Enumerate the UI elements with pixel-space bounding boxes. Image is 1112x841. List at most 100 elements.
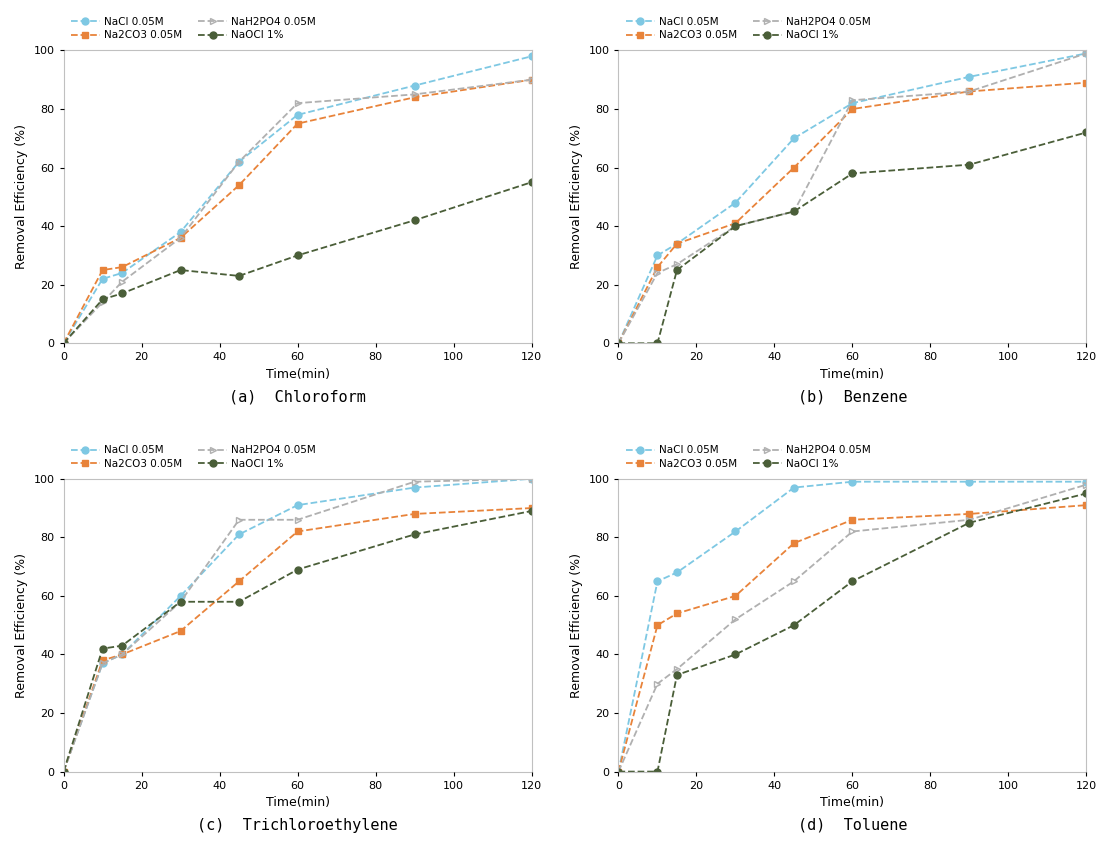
NaOCl 1% [651,338,664,348]
NaH2PO4 0.05M [612,766,625,776]
NaCl 0.05M [651,576,664,586]
NaH2PO4 0.05M [1080,48,1093,58]
NaCl 0.05M [232,156,246,167]
X-axis label: Time(min): Time(min) [266,796,329,809]
NaCl 0.05M [651,251,664,261]
NaCl 0.05M [1080,48,1093,58]
NaCl 0.05M [846,98,860,108]
Na2CO3 0.05M [408,509,421,519]
Line: NaH2PO4 0.05M: NaH2PO4 0.05M [615,481,1090,775]
Text: (d)  Toluene: (d) Toluene [797,817,907,833]
NaH2PO4 0.05M [846,526,860,537]
Na2CO3 0.05M [525,503,538,513]
Line: NaOCl 1%: NaOCl 1% [615,129,1090,346]
NaCl 0.05M [525,473,538,484]
NaCl 0.05M [57,338,70,348]
NaCl 0.05M [671,568,684,578]
NaCl 0.05M [612,766,625,776]
Na2CO3 0.05M [846,104,860,114]
NaOCl 1% [291,251,305,261]
NaH2PO4 0.05M [116,649,129,659]
NaOCl 1% [408,215,421,225]
NaOCl 1% [173,265,187,275]
NaCl 0.05M [96,659,109,669]
NaOCl 1% [671,265,684,275]
NaH2PO4 0.05M [612,338,625,348]
Legend: NaCl 0.05M, Na2CO3 0.05M, NaH2PO4 0.05M, NaOCl 1%: NaCl 0.05M, Na2CO3 0.05M, NaH2PO4 0.05M,… [69,443,318,471]
Na2CO3 0.05M [96,655,109,665]
Na2CO3 0.05M [525,75,538,85]
NaH2PO4 0.05M [1080,479,1093,489]
NaCl 0.05M [612,338,625,348]
NaH2PO4 0.05M [671,664,684,674]
NaCl 0.05M [728,198,742,208]
NaOCl 1% [963,518,976,528]
NaH2PO4 0.05M [728,221,742,231]
NaCl 0.05M [96,274,109,284]
Line: NaH2PO4 0.05M: NaH2PO4 0.05M [615,50,1090,346]
NaH2PO4 0.05M [651,268,664,278]
NaH2PO4 0.05M [173,597,187,607]
Na2CO3 0.05M [408,93,421,103]
NaH2PO4 0.05M [728,614,742,624]
NaH2PO4 0.05M [846,95,860,105]
NaCl 0.05M [525,51,538,61]
Legend: NaCl 0.05M, Na2CO3 0.05M, NaH2PO4 0.05M, NaOCl 1%: NaCl 0.05M, Na2CO3 0.05M, NaH2PO4 0.05M,… [69,15,318,42]
NaCl 0.05M [787,483,801,493]
NaH2PO4 0.05M [57,766,70,776]
NaCl 0.05M [291,110,305,120]
NaH2PO4 0.05M [232,515,246,525]
Na2CO3 0.05M [728,591,742,601]
X-axis label: Time(min): Time(min) [266,368,329,381]
NaOCl 1% [612,338,625,348]
NaH2PO4 0.05M [232,156,246,167]
Legend: NaCl 0.05M, Na2CO3 0.05M, NaH2PO4 0.05M, NaOCl 1%: NaCl 0.05M, Na2CO3 0.05M, NaH2PO4 0.05M,… [624,15,873,42]
NaOCl 1% [96,643,109,653]
NaH2PO4 0.05M [787,206,801,216]
Line: NaCl 0.05M: NaCl 0.05M [615,50,1090,346]
NaOCl 1% [1080,127,1093,137]
Na2CO3 0.05M [232,576,246,586]
Na2CO3 0.05M [57,338,70,348]
NaH2PO4 0.05M [57,338,70,348]
Line: NaOCl 1%: NaOCl 1% [60,179,535,346]
NaH2PO4 0.05M [525,473,538,484]
NaCl 0.05M [846,477,860,487]
Line: Na2CO3 0.05M: Na2CO3 0.05M [615,502,1090,775]
NaOCl 1% [728,649,742,659]
Text: (b)  Benzene: (b) Benzene [797,389,907,405]
NaH2PO4 0.05M [173,233,187,243]
NaH2PO4 0.05M [408,89,421,99]
Line: NaH2PO4 0.05M: NaH2PO4 0.05M [60,77,535,346]
NaCl 0.05M [291,500,305,510]
NaOCl 1% [57,338,70,348]
Na2CO3 0.05M [671,239,684,249]
Line: NaCl 0.05M: NaCl 0.05M [60,475,535,775]
NaOCl 1% [787,206,801,216]
Line: Na2CO3 0.05M: Na2CO3 0.05M [60,77,535,346]
Na2CO3 0.05M [173,626,187,636]
NaH2PO4 0.05M [408,477,421,487]
NaCl 0.05M [173,227,187,237]
NaOCl 1% [671,670,684,680]
NaH2PO4 0.05M [671,259,684,269]
NaOCl 1% [612,766,625,776]
NaCl 0.05M [787,133,801,143]
Na2CO3 0.05M [173,233,187,243]
NaCl 0.05M [116,268,129,278]
NaOCl 1% [1080,489,1093,499]
NaCl 0.05M [408,81,421,91]
Text: (c)  Trichloroethylene: (c) Trichloroethylene [197,817,398,833]
NaCl 0.05M [116,649,129,659]
Na2CO3 0.05M [291,119,305,129]
Y-axis label: Removal Efficiency (%): Removal Efficiency (%) [569,124,583,269]
NaOCl 1% [963,160,976,170]
NaH2PO4 0.05M [96,297,109,307]
NaH2PO4 0.05M [963,515,976,525]
Na2CO3 0.05M [963,87,976,97]
Line: NaOCl 1%: NaOCl 1% [60,507,535,775]
Text: (a)  Chloroform: (a) Chloroform [229,389,366,405]
Legend: NaCl 0.05M, Na2CO3 0.05M, NaH2PO4 0.05M, NaOCl 1%: NaCl 0.05M, Na2CO3 0.05M, NaH2PO4 0.05M,… [624,443,873,471]
NaOCl 1% [525,506,538,516]
NaOCl 1% [173,597,187,607]
